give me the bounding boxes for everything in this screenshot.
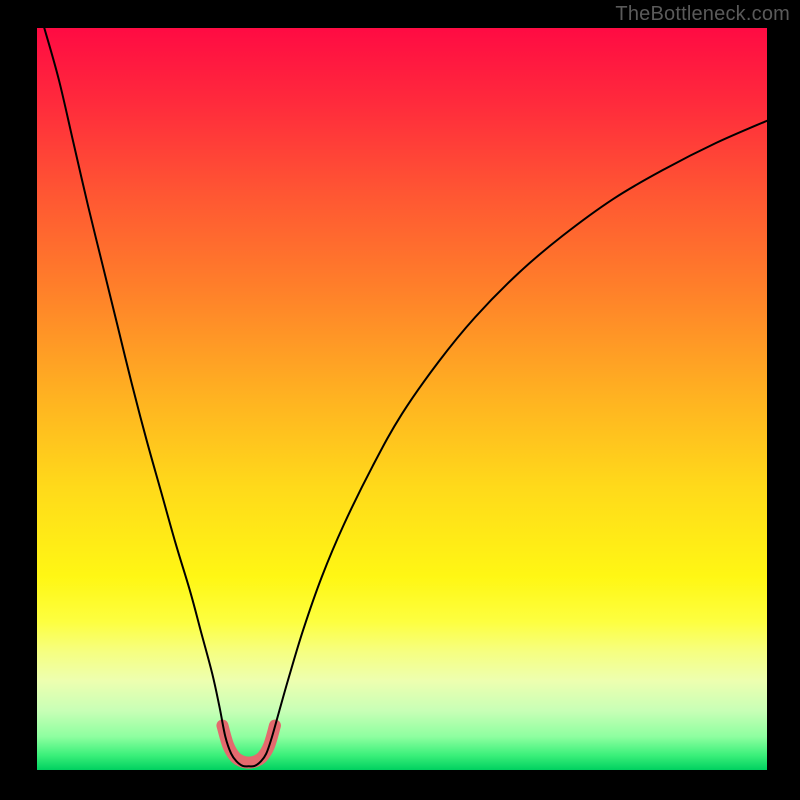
watermark-text: TheBottleneck.com — [615, 3, 790, 26]
chart-container: { "watermark": "TheBottleneck.com", "cha… — [0, 0, 800, 800]
ideal-zone-curve — [222, 725, 275, 762]
chart-svg-layer — [37, 28, 767, 770]
bottleneck-curve — [44, 28, 767, 766]
chart-plot-area — [37, 28, 767, 770]
